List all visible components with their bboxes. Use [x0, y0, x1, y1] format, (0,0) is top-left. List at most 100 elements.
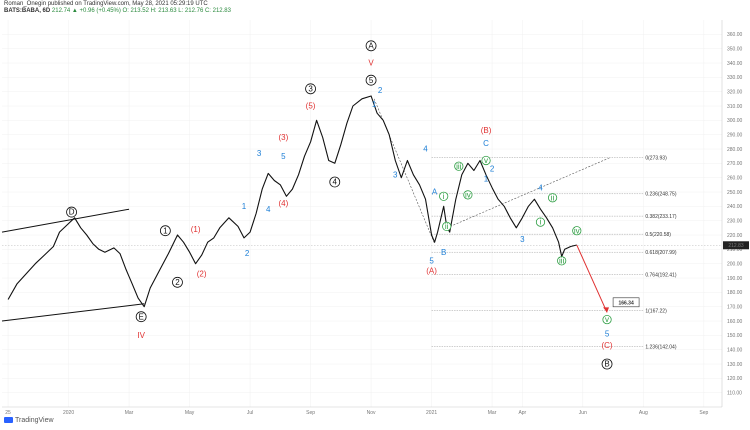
wave-label: E — [138, 312, 143, 321]
y-tick-label: 260.00 — [727, 175, 743, 181]
last-price-tag-label: 212.83 — [728, 243, 744, 249]
wave-label: 2 — [245, 249, 250, 258]
wave-labels: DEIV12(1)(2)12345(3)(4)3(5)4AV51234AB5(A… — [66, 40, 613, 370]
y-tick-label: 220.00 — [727, 233, 743, 239]
wave-label: (2) — [197, 269, 207, 278]
y-tick-label: 330.00 — [727, 75, 743, 81]
wave-label: 4 — [538, 183, 543, 192]
wave-label: 1 — [242, 202, 247, 211]
wave-label: (A) — [426, 266, 437, 275]
last-price-tag — [723, 241, 749, 250]
wave-label: 1 — [484, 175, 489, 184]
y-tick-label: 240.00 — [727, 204, 743, 210]
x-tick-label: Sep — [306, 410, 315, 416]
wave-label: i — [443, 192, 445, 201]
x-tick-label: 2020 — [63, 410, 74, 416]
fib-level-label: 0.236(248.75) — [645, 192, 676, 198]
wave-label: B — [604, 360, 609, 369]
fibonacci-levels: 0(273.93) 0.236(248.75) 0.382(233.17) 0.5(2… — [431, 156, 677, 351]
y-tick-label: 170.00 — [727, 304, 743, 310]
y-axis: 110.00 120.00 130.00 140.00 150.00 160.00 170.… — [721, 20, 749, 407]
tradingview-logo[interactable]: TradingView — [4, 417, 54, 424]
channel-upper-line — [1, 208, 130, 233]
wave-label: A — [432, 188, 438, 197]
y-tick-label: 320.00 — [727, 89, 743, 95]
wave-label: 5 — [605, 330, 610, 339]
y-tick-label: 250.00 — [727, 190, 743, 196]
y-tick-label: 150.00 — [727, 333, 743, 339]
wave-label: 4 — [423, 145, 428, 154]
price-note-label: 166.34 — [618, 301, 634, 307]
wave-label: D — [69, 208, 75, 217]
fib-level-label: 0.382(233.17) — [645, 214, 676, 220]
wave-label-circle — [547, 193, 558, 203]
wave-label-circle — [66, 206, 77, 218]
price-note-box — [612, 297, 640, 308]
wave-label-circle — [601, 358, 613, 370]
price-line — [7, 95, 577, 308]
wave-label: ii — [551, 193, 555, 202]
x-axis: 25 2020 Mar May Jul Sep Nov 2021 Mar Apr Jun Aug Sep — [2, 406, 722, 416]
y-tick-label: 110.00 — [727, 390, 742, 396]
wave-label: 5 — [281, 152, 286, 161]
wave-label: (1) — [191, 225, 201, 234]
wave-label-circle — [602, 314, 612, 325]
fib-level-label: 0.764(192.41) — [645, 272, 676, 278]
wave-label: iii — [456, 162, 462, 171]
x-tick-label: Aug — [639, 410, 648, 416]
header-symbol-line: BATS:BABA, 6D 212.74 ▲ +0.96 (+0.45%) O:… — [4, 8, 231, 14]
fib-level-label: 0.5(220.58) — [645, 232, 671, 238]
fib-level-label: 1.236(142.04) — [645, 345, 676, 351]
wave-label-circle — [481, 155, 491, 166]
fib-level-label: 1(167.22) — [645, 308, 667, 314]
y-tick-label: 230.00 — [727, 218, 743, 224]
wave-label-circle — [329, 176, 341, 188]
wave-label: ii — [445, 222, 449, 231]
wave-label-circle — [572, 226, 582, 236]
projection-arrow-head — [603, 307, 610, 313]
wave-label: A — [368, 41, 374, 50]
price-series: 166.34 — [7, 95, 640, 313]
y-tick-label: 290.00 — [727, 132, 743, 138]
wave-label: 3 — [257, 149, 262, 158]
wave-label: 5 — [429, 256, 434, 265]
wave-label-circle — [535, 217, 546, 227]
wave-label: v — [484, 156, 488, 165]
wave-label: v — [605, 315, 609, 324]
wave-label: 2 — [490, 165, 495, 174]
y-tick-label: 360.00 — [727, 32, 743, 38]
wave-label: 3 — [520, 235, 525, 244]
wave-label: (4) — [278, 199, 288, 208]
wave-label-circle — [159, 225, 171, 237]
wave-label: (3) — [278, 133, 288, 142]
wave-label-circle — [365, 40, 377, 52]
wave-label: 1 — [372, 100, 377, 109]
wave-label: 3 — [308, 84, 313, 93]
y-tick-label: 340.00 — [727, 61, 743, 67]
wave-label-circle — [439, 191, 449, 201]
x-tick-label: Mar — [488, 410, 497, 416]
y-tick-label: 350.00 — [727, 46, 743, 52]
y-tick-label: 280.00 — [727, 147, 743, 153]
y-tick-label: 300.00 — [727, 118, 743, 124]
y-tick-label: 310.00 — [727, 104, 743, 110]
dashed-connector — [443, 157, 611, 230]
wave-label: 2 — [378, 86, 383, 95]
x-tick-label: Nov — [367, 410, 376, 416]
x-tick-label: Mar — [125, 410, 134, 416]
wave-label-circle — [305, 83, 316, 95]
price-values: 212.74 ▲ +0.96 (+0.45%) O: 213.52 H: 213… — [51, 8, 231, 14]
tradingview-logo-text: TradingView — [15, 417, 54, 424]
wave-label: (5) — [306, 102, 316, 111]
wave-label: IV — [137, 331, 145, 340]
wave-label-circle — [135, 311, 147, 323]
x-tick-label: 25 — [5, 410, 11, 416]
x-tick-label: Sep — [699, 410, 708, 416]
wave-label: iv — [574, 226, 580, 235]
y-tick-label: 140.00 — [727, 347, 743, 353]
fib-level-label: 0.618(207.99) — [645, 250, 676, 256]
x-tick-label: Jun — [579, 410, 587, 416]
wave-label: 5 — [369, 76, 374, 85]
wave-label-circle — [463, 190, 473, 200]
